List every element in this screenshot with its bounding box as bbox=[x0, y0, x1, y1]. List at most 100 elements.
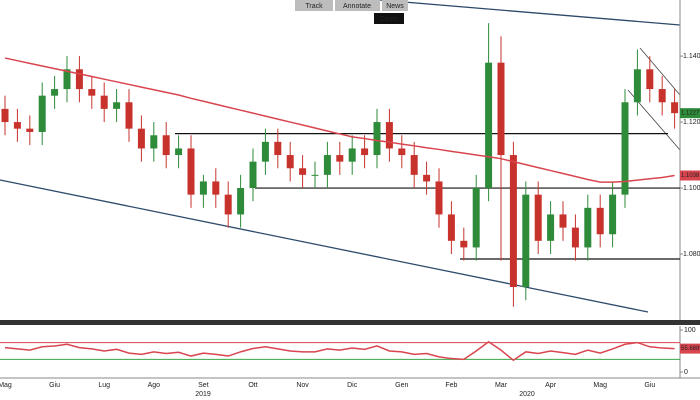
candle-body bbox=[571, 227, 579, 248]
last-price-tag-box bbox=[680, 108, 700, 119]
candle-body bbox=[559, 214, 567, 228]
candle-body bbox=[497, 62, 505, 156]
x-tick-label: Ago bbox=[148, 382, 161, 389]
candle-body bbox=[472, 188, 480, 248]
y-tick-label: 1.0800 bbox=[683, 251, 700, 258]
candle-body bbox=[609, 194, 617, 235]
candle-body bbox=[162, 135, 170, 156]
candle-body bbox=[509, 155, 517, 288]
rsi-tick-label: 0 bbox=[684, 369, 688, 376]
x-tick-label: Nov bbox=[296, 382, 309, 389]
candle-body bbox=[361, 148, 369, 156]
candle-body bbox=[336, 155, 344, 162]
trend-line bbox=[0, 179, 649, 313]
candle-body bbox=[522, 194, 530, 288]
candle-body bbox=[435, 181, 443, 215]
candle-body bbox=[237, 188, 245, 215]
x-tick-label: Mag bbox=[593, 382, 607, 389]
candle-body bbox=[584, 207, 592, 248]
last-price-tag: 1.1227 bbox=[681, 111, 700, 117]
candle-body bbox=[150, 135, 158, 149]
candle-body bbox=[323, 155, 331, 175]
candle-body bbox=[100, 95, 108, 109]
candle-body bbox=[212, 181, 220, 195]
x-tick-label: Gen bbox=[395, 382, 408, 389]
trend-line bbox=[379, 0, 681, 26]
x-tick-label: Giu bbox=[49, 382, 60, 389]
candle-body bbox=[671, 102, 679, 114]
candle-body bbox=[38, 95, 46, 132]
candle-body bbox=[646, 69, 654, 90]
candle-body bbox=[175, 148, 183, 156]
candle-body bbox=[261, 141, 269, 162]
candle-body bbox=[621, 102, 629, 195]
candle-body bbox=[398, 148, 406, 156]
y-tick-label: 1.1200 bbox=[683, 119, 700, 126]
candle-body bbox=[596, 207, 604, 235]
x-tick-label: Mar bbox=[495, 382, 508, 389]
candle-body bbox=[534, 194, 542, 241]
toolbar: Track Annotate News Zoom bbox=[295, 0, 408, 24]
candle-body bbox=[224, 194, 232, 215]
candle-body bbox=[199, 181, 207, 195]
x-tick-label: Apr bbox=[545, 382, 557, 389]
toolbar-button[interactable] bbox=[335, 0, 380, 11]
candle-body bbox=[63, 69, 71, 90]
candle-body bbox=[311, 174, 319, 176]
toolbar-label: Annotate bbox=[343, 3, 371, 10]
toolbar-button[interactable] bbox=[382, 0, 408, 11]
y-tick-label: 1.1400 bbox=[683, 53, 700, 60]
candle-body bbox=[299, 168, 307, 175]
rsi-tag-box bbox=[680, 343, 700, 354]
candle-body bbox=[410, 155, 418, 175]
rsi-line bbox=[4, 340, 675, 362]
ma-tag-box bbox=[680, 170, 700, 181]
x-tick-label: Feb bbox=[445, 382, 457, 389]
candle-body bbox=[13, 122, 21, 129]
moving-average bbox=[4, 57, 675, 183]
candle-body bbox=[485, 62, 493, 189]
candle-body bbox=[547, 214, 555, 241]
x-tick-label: Set bbox=[198, 382, 209, 389]
candle-body bbox=[249, 161, 257, 189]
ma-tag: 1.1038 bbox=[681, 173, 700, 179]
candle-body bbox=[348, 148, 356, 162]
rsi-tick-label: 100 bbox=[684, 327, 696, 334]
candle-body bbox=[113, 102, 121, 109]
candle-body bbox=[633, 69, 641, 103]
candle-body bbox=[385, 122, 393, 149]
candle-body bbox=[274, 141, 282, 156]
candle-body bbox=[125, 102, 133, 129]
x-tick-label: Lug bbox=[98, 382, 110, 389]
x-tick-label: Giu bbox=[644, 382, 655, 389]
candle-body bbox=[423, 174, 431, 182]
rsi-tag: 55.6889 bbox=[681, 346, 700, 352]
candle-body bbox=[75, 69, 83, 90]
toolbar-label: News bbox=[386, 3, 404, 10]
toolbar-button[interactable] bbox=[374, 13, 404, 24]
x-tick-label: Mag bbox=[0, 382, 12, 389]
candle-body bbox=[460, 240, 468, 248]
candle-body bbox=[51, 89, 59, 96]
year-label: 2020 bbox=[519, 391, 535, 398]
toolbar-label: Track bbox=[305, 3, 323, 10]
year-label: 2019 bbox=[195, 391, 211, 398]
candle-body bbox=[447, 214, 455, 241]
pane-separator bbox=[0, 320, 700, 325]
candle-body bbox=[1, 108, 9, 123]
channel-line bbox=[639, 47, 681, 96]
candle-body bbox=[137, 128, 145, 149]
x-tick-label: Ott bbox=[248, 382, 257, 389]
candle-body bbox=[26, 128, 34, 132]
candle-body bbox=[88, 89, 96, 96]
toolbar-button[interactable] bbox=[295, 0, 333, 11]
toolbar-label: Zoom bbox=[380, 16, 398, 23]
candle-body bbox=[373, 122, 381, 156]
candle-body bbox=[658, 89, 666, 103]
candle-body bbox=[187, 148, 195, 195]
x-tick-label: Dic bbox=[347, 382, 358, 389]
candle-body bbox=[286, 155, 294, 169]
